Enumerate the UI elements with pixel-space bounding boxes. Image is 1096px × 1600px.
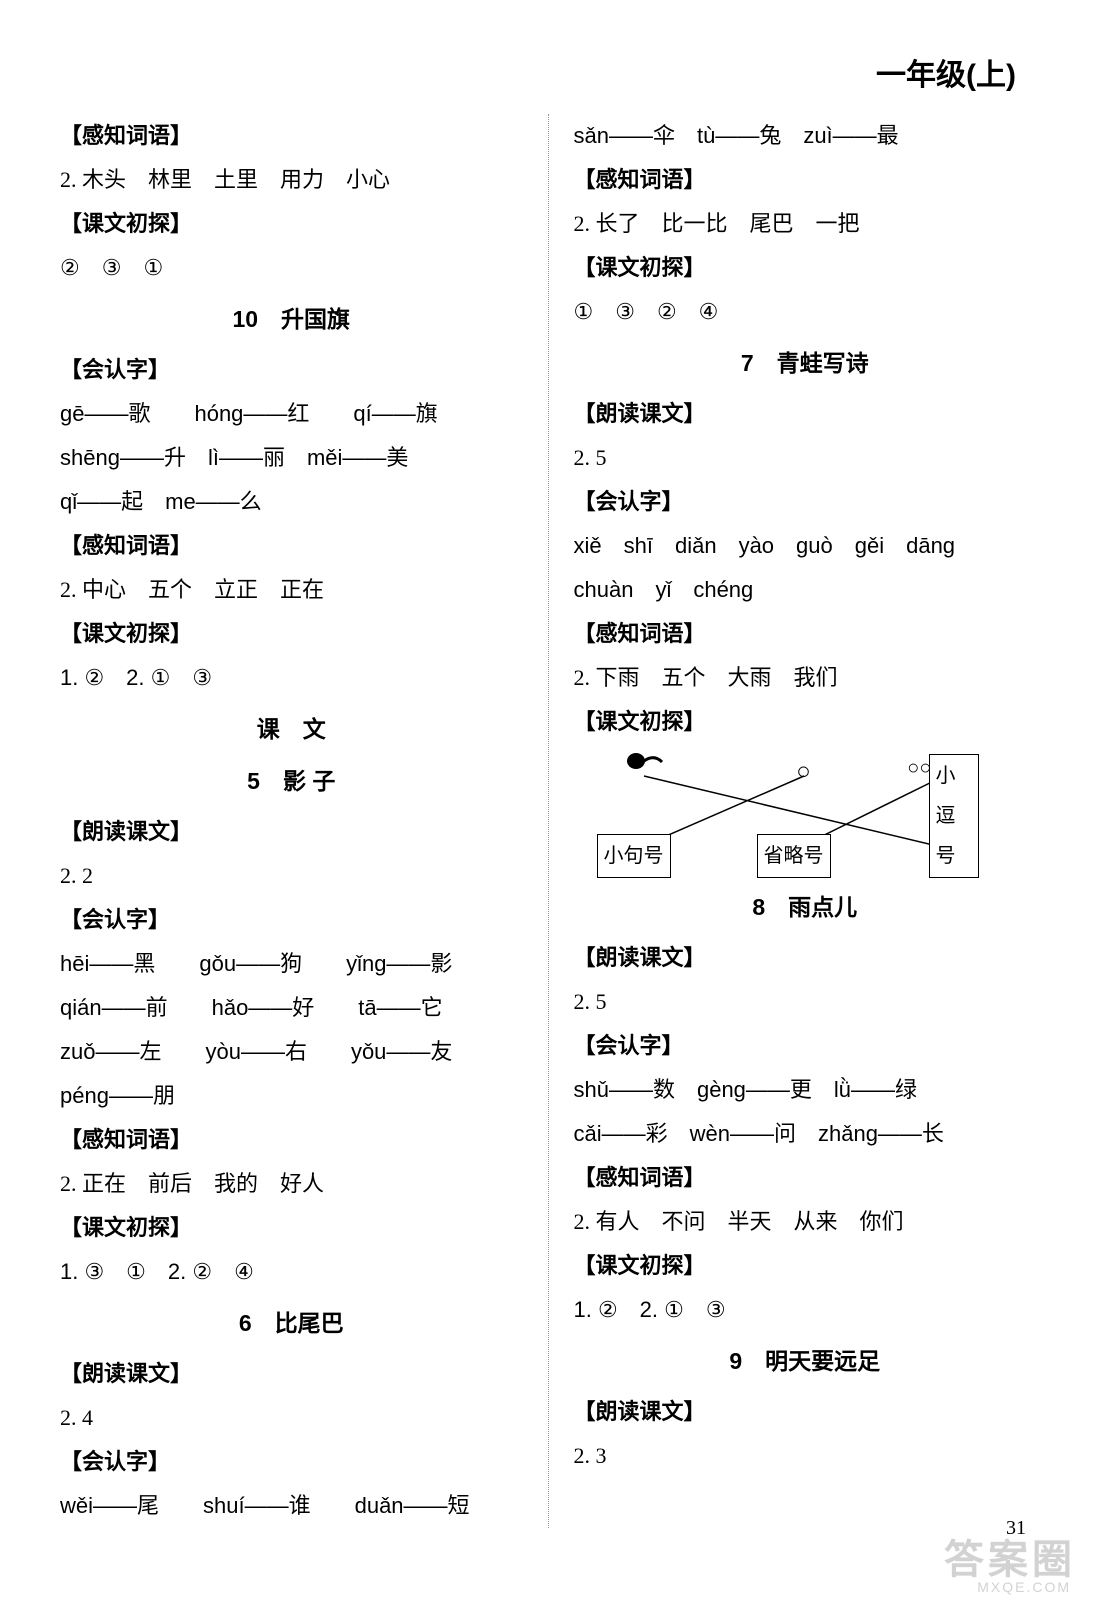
- diagram-bot-3: 小逗号: [929, 754, 979, 878]
- label: 【感知词语】: [60, 1118, 523, 1162]
- page-number: 31: [1006, 1517, 1026, 1540]
- text: 2. 2: [60, 854, 523, 898]
- page-header: 一年级(上): [60, 50, 1036, 94]
- label: 【朗读课文】: [574, 936, 1037, 980]
- label: 【感知词语】: [574, 158, 1037, 202]
- lesson-title: 10 升国旗: [60, 296, 523, 342]
- label: 【朗读课文】: [60, 810, 523, 854]
- lesson-title: 7 青蛙写诗: [574, 340, 1037, 386]
- text: 2. 下雨 五个 大雨 我们: [574, 656, 1037, 700]
- diagram-bot-1: 小句号: [597, 834, 671, 878]
- label: 【课文初探】: [60, 202, 523, 246]
- text: wěi——尾 shuí——谁 duǎn——短: [60, 1484, 523, 1528]
- label: 【课文初探】: [60, 1206, 523, 1250]
- lesson-title: 5 影 子: [60, 758, 523, 804]
- text: 2. 5: [574, 436, 1037, 480]
- label: 【感知词语】: [60, 114, 523, 158]
- text: 1. ③ ① 2. ② ④: [60, 1250, 523, 1294]
- label: 【感知词语】: [60, 524, 523, 568]
- tadpole-icon: [624, 748, 664, 774]
- label: 【朗读课文】: [60, 1352, 523, 1396]
- label: 【会认字】: [574, 1024, 1037, 1068]
- text: 2. 3: [574, 1434, 1037, 1478]
- label: 【感知词语】: [574, 1156, 1037, 1200]
- label: 【朗读课文】: [574, 1390, 1037, 1434]
- text: 2. 5: [574, 980, 1037, 1024]
- text: zuǒ——左 yòu——右 yǒu——友: [60, 1030, 523, 1074]
- diagram-top-1: [624, 748, 664, 788]
- text: qǐ——起 me——么: [60, 480, 523, 524]
- text: qián——前 hǎo——好 tā——它: [60, 986, 523, 1030]
- text: 1. ② 2. ① ③: [574, 1288, 1037, 1332]
- text: 2. 长了 比一比 尾巴 一把: [574, 202, 1037, 246]
- diagram-top-2: ○: [796, 748, 811, 796]
- text: chuàn yǐ chéng: [574, 568, 1037, 612]
- text: sǎn——伞 tù——兔 zuì——最: [574, 114, 1037, 158]
- label: 【会认字】: [60, 1440, 523, 1484]
- text: 2. 正在 前后 我的 好人: [60, 1162, 523, 1206]
- label: 【会认字】: [574, 480, 1037, 524]
- lesson-title: 9 明天要远足: [574, 1338, 1037, 1384]
- text: ① ③ ② ④: [574, 290, 1037, 334]
- label: 【课文初探】: [574, 1244, 1037, 1288]
- label: 【会认字】: [60, 898, 523, 942]
- text: 2. 木头 林里 土里 用力 小心: [60, 158, 523, 202]
- text: cǎi——彩 wèn——问 zhǎng——长: [574, 1112, 1037, 1156]
- lesson-title: 8 雨点儿: [574, 884, 1037, 930]
- text: 2. 中心 五个 立正 正在: [60, 568, 523, 612]
- matching-diagram: ○ ○○○○○○ 小句号 省略号 小逗号: [574, 748, 1004, 878]
- text: 1. ② 2. ① ③: [60, 656, 523, 700]
- text: shǔ——数 gèng——更 lǜ——绿: [574, 1068, 1037, 1112]
- diagram-bot-2: 省略号: [757, 834, 831, 878]
- text: 2. 4: [60, 1396, 523, 1440]
- label: 【课文初探】: [60, 612, 523, 656]
- right-column: sǎn——伞 tù——兔 zuì——最 【感知词语】 2. 长了 比一比 尾巴 …: [549, 114, 1037, 1528]
- label: 【课文初探】: [574, 246, 1037, 290]
- text: shēng——升 lì——丽 měi——美: [60, 436, 523, 480]
- text: gē——歌 hóng——红 qí——旗: [60, 392, 523, 436]
- text: xiě shī diǎn yào guò gěi dāng: [574, 524, 1037, 568]
- label: 【朗读课文】: [574, 392, 1037, 436]
- label: 【感知词语】: [574, 612, 1037, 656]
- section-title: 课 文: [60, 706, 523, 752]
- lesson-title: 6 比尾巴: [60, 1300, 523, 1346]
- left-column: 【感知词语】 2. 木头 林里 土里 用力 小心 【课文初探】 ② ③ ① 10…: [60, 114, 549, 1528]
- text: hēi——黑 gǒu——狗 yǐng——影: [60, 942, 523, 986]
- text: péng——朋: [60, 1074, 523, 1118]
- text: 2. 有人 不问 半天 从来 你们: [574, 1200, 1037, 1244]
- label: 【会认字】: [60, 348, 523, 392]
- text: ② ③ ①: [60, 246, 523, 290]
- label: 【课文初探】: [574, 700, 1037, 744]
- watermark-sub: MXQE.COM: [977, 1579, 1071, 1595]
